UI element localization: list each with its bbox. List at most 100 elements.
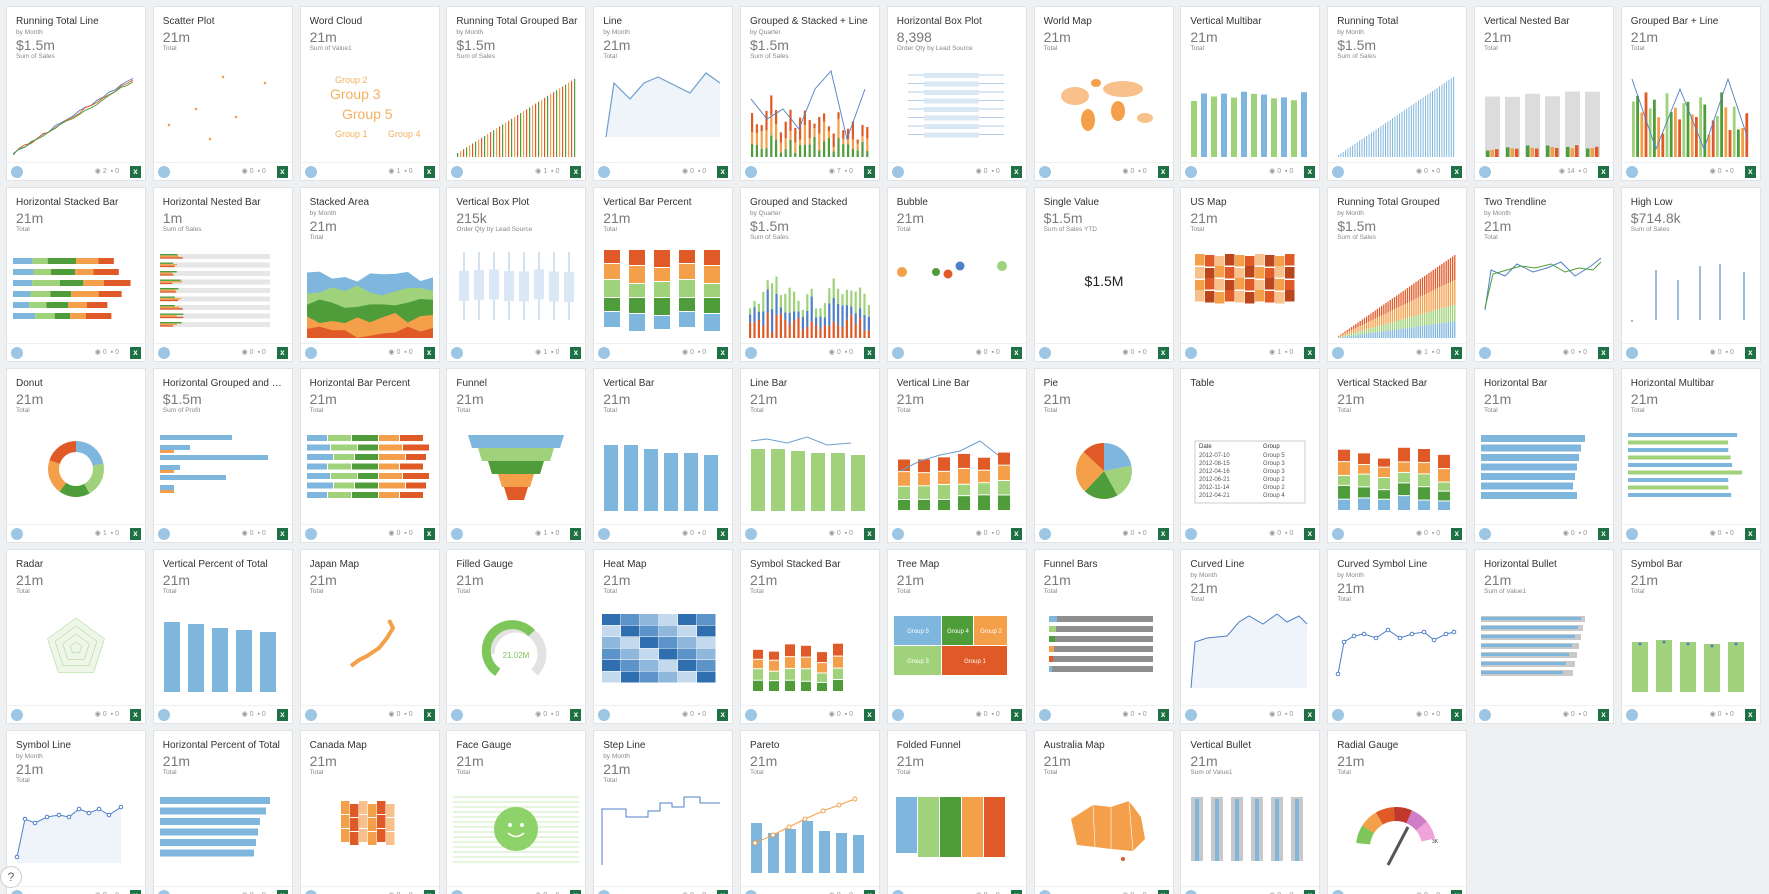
- chart-card-runtotal[interactable]: Running Total by Month $1.5m Sum of Sale…: [1327, 6, 1468, 181]
- excel-export-icon[interactable]: x: [130, 890, 141, 894]
- card-title[interactable]: Curved Symbol Line: [1337, 559, 1428, 570]
- avatar[interactable]: [451, 528, 464, 540]
- chart-preview[interactable]: [1187, 250, 1313, 338]
- excel-export-icon[interactable]: x: [717, 890, 729, 894]
- card-title[interactable]: Filled Gauge: [456, 559, 514, 570]
- card-title[interactable]: Vertical Percent of Total: [162, 559, 268, 570]
- chart-card-step[interactable]: Step Line by Month 21m Total ◉ 0 ▪ 0 x: [593, 730, 734, 894]
- card-title[interactable]: Horizontal Percent of Total: [162, 740, 280, 751]
- card-title[interactable]: Radar: [16, 559, 44, 570]
- card-title[interactable]: Step Line: [603, 740, 646, 751]
- chart-card-scatter[interactable]: Scatter Plot 21m Total ◉ 0 ▪ 0 x: [152, 6, 293, 181]
- avatar[interactable]: [157, 347, 170, 359]
- avatar[interactable]: [745, 890, 757, 894]
- avatar[interactable]: [11, 709, 23, 721]
- excel-export-icon[interactable]: x: [1304, 890, 1316, 894]
- chart-preview[interactable]: [894, 793, 1020, 881]
- excel-export-icon[interactable]: x: [570, 890, 582, 894]
- chart-card-vbarpct[interactable]: Vertical Bar Percent 21m Total ◉ 0 ▪ 0 x: [593, 187, 734, 362]
- avatar[interactable]: [891, 890, 904, 894]
- chart-card-worldmap[interactable]: World Map 21m Total ◉ 0 ▪ 0 x: [1033, 6, 1174, 181]
- chart-preview[interactable]: [1187, 612, 1313, 700]
- avatar[interactable]: [451, 166, 464, 178]
- avatar[interactable]: [598, 528, 611, 540]
- chart-preview[interactable]: [894, 431, 1020, 519]
- excel-export-icon[interactable]: x: [130, 166, 141, 178]
- card-title[interactable]: Vertical Multibar: [1190, 16, 1262, 27]
- excel-export-icon[interactable]: x: [130, 347, 141, 359]
- avatar[interactable]: [1332, 166, 1345, 178]
- chart-preview[interactable]: [1628, 250, 1754, 338]
- chart-card-line[interactable]: Line by Month 21m Total ◉ 0 ▪ 0 x: [593, 6, 734, 181]
- chart-card-vlinebar[interactable]: Vertical Line Bar 21m Total ◉ 0 ▪ 0 x: [886, 368, 1027, 543]
- chart-card-twotrend[interactable]: Two Trendline by Month 21m Total ◉ 0 ▪ 0…: [1474, 187, 1614, 362]
- chart-preview[interactable]: [747, 250, 873, 338]
- excel-export-icon[interactable]: x: [717, 528, 729, 540]
- avatar[interactable]: [304, 709, 317, 721]
- card-title[interactable]: Symbol Bar: [1630, 559, 1683, 570]
- card-title[interactable]: Radial Gauge: [1337, 740, 1399, 751]
- excel-export-icon[interactable]: x: [1010, 890, 1022, 894]
- chart-preview[interactable]: [747, 612, 873, 700]
- card-title[interactable]: Funnel Bars: [1043, 559, 1098, 570]
- card-title[interactable]: Horizontal Box Plot: [896, 16, 982, 27]
- chart-preview[interactable]: [453, 431, 579, 519]
- avatar[interactable]: [1332, 528, 1345, 540]
- card-title[interactable]: Horizontal Bullet: [1484, 559, 1557, 570]
- chart-preview[interactable]: [13, 250, 139, 338]
- chart-card-vnested[interactable]: Vertical Nested Bar 21m Total ◉ 14 ▪ 0 x: [1474, 6, 1614, 181]
- avatar[interactable]: [157, 528, 170, 540]
- avatar[interactable]: [304, 347, 317, 359]
- chart-preview[interactable]: [747, 793, 873, 881]
- chart-card-japan[interactable]: Japan Map 21m Total ◉ 0 ▪ 0 x: [299, 549, 440, 724]
- excel-export-icon[interactable]: x: [864, 166, 875, 178]
- card-title[interactable]: Symbol Stacked Bar: [750, 559, 841, 570]
- chart-card-runline[interactable]: Running Total Line by Month $1.5m Sum of…: [6, 6, 146, 181]
- chart-preview[interactable]: [600, 69, 726, 157]
- excel-export-icon[interactable]: x: [276, 890, 288, 894]
- chart-preview[interactable]: [159, 250, 286, 338]
- card-title[interactable]: Grouped and Stacked: [750, 197, 848, 208]
- excel-export-icon[interactable]: x: [1451, 709, 1463, 721]
- chart-card-radar[interactable]: Radar 21m Total ◉ 0 ▪ 0 x: [6, 549, 146, 724]
- chart-preview[interactable]: [1481, 612, 1607, 700]
- chart-card-hbox[interactable]: Horizontal Box Plot 8,398 Order Qty by L…: [886, 6, 1027, 181]
- chart-card-canada[interactable]: Canada Map 21m Total ◉ 0 ▪ 0 x: [299, 730, 440, 894]
- chart-preview[interactable]: [1628, 69, 1754, 157]
- card-title[interactable]: US Map: [1190, 197, 1227, 208]
- avatar[interactable]: [891, 709, 904, 721]
- chart-preview[interactable]: [1334, 250, 1460, 338]
- chart-card-hbullet[interactable]: Horizontal Bullet 21m Sum of Value1 ◉ 0 …: [1474, 549, 1614, 724]
- chart-card-curved[interactable]: Curved Line by Month 21m Total ◉ 0 ▪ 0 x: [1180, 549, 1321, 724]
- card-title[interactable]: Heat Map: [603, 559, 647, 570]
- card-title[interactable]: Horizontal Nested Bar: [162, 197, 261, 208]
- card-title[interactable]: Horizontal Stacked Bar: [16, 197, 119, 208]
- chart-preview[interactable]: [453, 793, 580, 881]
- chart-preview[interactable]: [453, 250, 579, 338]
- card-title[interactable]: Two Trendline: [1484, 197, 1547, 208]
- chart-card-gbarline[interactable]: Grouped Bar + Line 21m Total ◉ 0 ▪ 0 x: [1620, 6, 1761, 181]
- card-title[interactable]: Tree Map: [896, 559, 940, 570]
- avatar[interactable]: [11, 166, 23, 178]
- chart-card-treemap[interactable]: Tree Map 21m Total Group 5 Group 4 Group 2…: [886, 549, 1027, 724]
- chart-preview[interactable]: [160, 69, 286, 157]
- chart-card-bubble[interactable]: Bubble 21m Total ◉ 0 ▪ 0 x: [886, 187, 1027, 362]
- chart-preview[interactable]: [1334, 612, 1460, 700]
- chart-preview[interactable]: [307, 612, 433, 700]
- chart-card-table[interactable]: Table Date Group 2012-07-10 Group 5 2012-08-…: [1180, 368, 1321, 543]
- excel-export-icon[interactable]: x: [423, 347, 435, 359]
- chart-card-single[interactable]: Single Value $1.5m Sum of Sales YTD $1.5…: [1033, 187, 1174, 362]
- avatar[interactable]: [1038, 347, 1051, 359]
- excel-export-icon[interactable]: x: [1157, 709, 1169, 721]
- chart-card-rtgrouped[interactable]: Running Total Grouped by Month $1.5m Sum…: [1327, 187, 1468, 362]
- card-title[interactable]: Bubble: [896, 197, 928, 208]
- avatar[interactable]: [1479, 528, 1491, 540]
- chart-preview[interactable]: [747, 431, 873, 519]
- chart-preview[interactable]: [1041, 793, 1167, 881]
- chart-card-hbarpct[interactable]: Horizontal Bar Percent 21m Total ◉ 0 ▪ 0…: [299, 368, 440, 543]
- chart-preview[interactable]: [1187, 69, 1313, 157]
- excel-export-icon[interactable]: x: [1304, 166, 1316, 178]
- excel-export-icon[interactable]: x: [1744, 528, 1756, 540]
- chart-card-vstacked[interactable]: Vertical Stacked Bar 21m Total ◉ 0 ▪ 0 x: [1327, 368, 1468, 543]
